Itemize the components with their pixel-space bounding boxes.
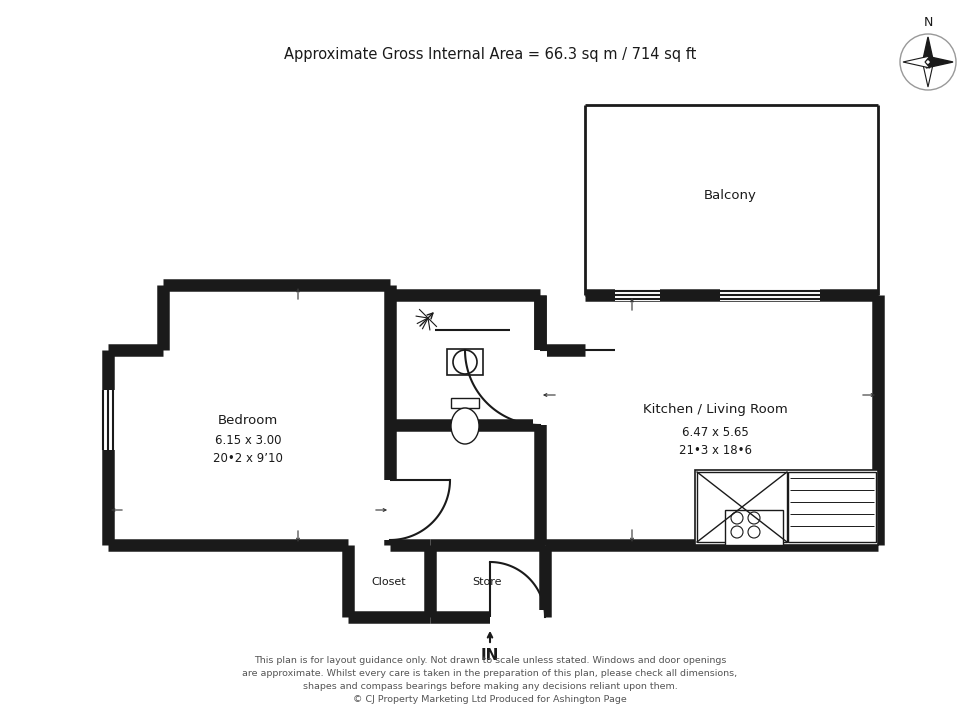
Ellipse shape xyxy=(451,408,479,444)
Bar xyxy=(695,470,878,545)
Polygon shape xyxy=(540,295,878,545)
Text: Balcony: Balcony xyxy=(704,188,757,202)
Text: Kitchen / Living Room: Kitchen / Living Room xyxy=(643,404,787,416)
Text: Bedroom: Bedroom xyxy=(218,413,278,426)
Polygon shape xyxy=(390,295,540,545)
Bar xyxy=(720,289,820,301)
Text: Approximate Gross Internal Area = 66.3 sq m / 714 sq ft: Approximate Gross Internal Area = 66.3 s… xyxy=(284,47,696,62)
Bar xyxy=(615,289,660,301)
Polygon shape xyxy=(926,56,953,68)
Polygon shape xyxy=(108,285,390,545)
Text: are approximate. Whilst every care is taken in the preparation of this plan, ple: are approximate. Whilst every care is ta… xyxy=(242,669,738,678)
Text: IN: IN xyxy=(481,648,499,663)
Polygon shape xyxy=(430,545,545,617)
Bar xyxy=(788,472,876,542)
Text: shapes and compass bearings before making any decisions reliant upon them.: shapes and compass bearings before makin… xyxy=(303,682,677,691)
Text: 21•3 x 18•6: 21•3 x 18•6 xyxy=(678,443,752,457)
Bar xyxy=(383,480,397,540)
Polygon shape xyxy=(922,60,934,87)
Bar xyxy=(697,472,787,542)
Bar xyxy=(447,349,483,375)
Text: © CJ Property Marketing Ltd Produced for Ashington Page: © CJ Property Marketing Ltd Produced for… xyxy=(353,695,627,704)
Text: N: N xyxy=(923,16,933,29)
Polygon shape xyxy=(108,285,163,350)
Bar xyxy=(533,350,547,425)
Text: 6.15 x 3.00: 6.15 x 3.00 xyxy=(215,433,281,447)
Bar xyxy=(725,510,783,545)
Text: Store: Store xyxy=(472,577,502,587)
Polygon shape xyxy=(922,37,934,64)
Polygon shape xyxy=(903,56,930,68)
Text: This plan is for layout guidance only. Not drawn to scale unless stated. Windows: This plan is for layout guidance only. N… xyxy=(254,656,726,665)
Bar xyxy=(100,390,116,450)
Polygon shape xyxy=(585,105,878,295)
Text: Closet: Closet xyxy=(371,577,407,587)
Bar xyxy=(490,610,545,626)
Text: 20•2 x 9’10: 20•2 x 9’10 xyxy=(213,452,283,464)
Text: 6.47 x 5.65: 6.47 x 5.65 xyxy=(682,426,749,438)
Bar xyxy=(451,398,479,408)
Polygon shape xyxy=(545,545,878,617)
Polygon shape xyxy=(348,545,430,617)
